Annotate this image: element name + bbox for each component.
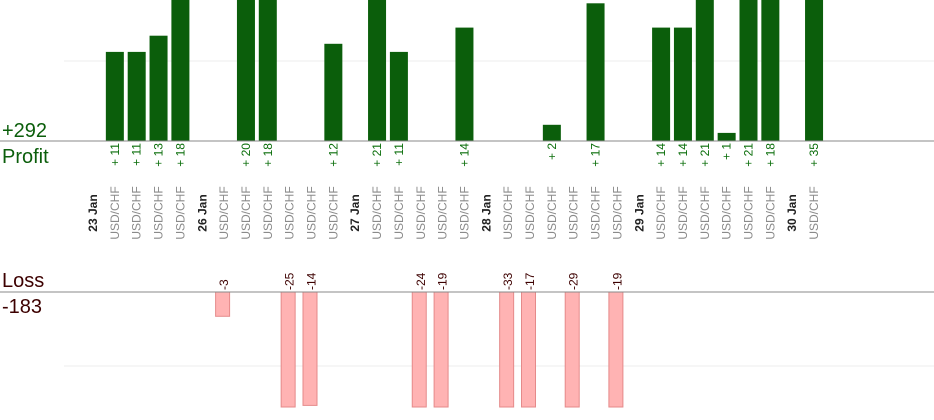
profit-value-label: + 20 [239,143,253,167]
profit-bar [586,3,605,141]
profit-value-label: + 18 [261,143,275,167]
loss-bar [564,291,580,408]
loss-total: -183 [2,296,42,318]
profit-bar [389,51,408,141]
profit-value-label: + 13 [152,143,166,167]
profit-value-label: + 14 [457,143,471,167]
labels: 23 Jan USD/CHF + 11 USD/CHF + 11 USD/CHF + 13 U… [86,143,821,290]
profit-label: Profit [2,146,49,168]
instrument-label: USD/CHF [457,186,471,239]
profit-value-label: + 1 [720,143,734,160]
profit-value-label: + 11 [130,143,144,166]
loss-value-label: -29 [567,272,581,290]
date-label: 27 Jan [348,194,362,231]
instrument-label: USD/CHF [414,186,428,239]
date-label: 30 Jan [785,194,799,231]
instrument-label: USD/CHF [720,186,734,239]
instrument-label: USD/CHF [545,186,559,239]
instrument-label: USD/CHF [326,186,340,239]
profit-value-label: + 12 [326,143,340,167]
loss-value-label: -17 [523,272,537,290]
loss-bar [608,291,624,408]
loss-bar [215,291,231,317]
profit-bar [149,35,168,142]
profit-bar [652,27,671,142]
instrument-label: USD/CHF [763,186,777,239]
date-label: 28 Jan [479,194,493,231]
loss-label: Loss [2,270,44,292]
profit-bar [105,51,124,141]
profit-bar [324,43,343,141]
profit-bar [542,124,561,141]
profit-bar [739,0,758,141]
bars [105,0,824,408]
loss-bar [499,291,515,408]
instrument-label: USD/CHF [567,186,581,239]
profit-value-label: + 35 [807,143,821,167]
loss-bar [521,291,536,408]
profit-bar [695,0,714,141]
instrument-label: USD/CHF [589,186,603,239]
instrument-label: USD/CHF [654,186,668,239]
profit-bar [673,27,692,142]
instrument-label: USD/CHF [370,186,384,239]
profit-bar [171,0,190,141]
profit-bar [717,132,736,141]
profit-value-label: + 17 [589,143,603,167]
profit-bar [455,27,474,142]
loss-bar [280,291,296,408]
profit-bar [805,0,824,141]
loss-value-label: -25 [283,272,297,290]
profit-value-label: + 2 [545,143,559,160]
instrument-label: USD/CHF [239,186,253,239]
instrument-label: USD/CHF [698,186,712,239]
instrument-label: USD/CHF [807,186,821,239]
loss-value-label: -14 [305,272,319,290]
instrument-label: USD/CHF [130,186,144,239]
profit-bar [258,0,277,141]
instrument-label: USD/CHF [305,186,319,239]
profit-value-label: + 18 [763,143,777,167]
instrument-label: USD/CHF [217,186,231,239]
instrument-label: USD/CHF [676,186,690,239]
loss-value-label: -33 [501,272,515,290]
instrument-label: USD/CHF [742,186,756,239]
loss-bar [411,291,427,408]
instrument-label: USD/CHF [108,186,122,239]
profit-value-label: + 11 [108,143,122,166]
profit-total: +292 [2,120,47,142]
instrument-label: USD/CHF [152,186,166,239]
loss-bar [302,291,318,406]
profit-value-label: + 14 [676,143,690,167]
profit-value-label: + 18 [173,143,187,167]
grid-lines [64,60,934,367]
profit-value-label: + 11 [392,143,406,166]
instrument-label: USD/CHF [283,186,297,239]
profit-value-label: + 21 [370,143,384,167]
instrument-label: USD/CHF [523,186,537,239]
profit-bar [368,0,387,141]
profit-value-label: + 14 [654,143,668,167]
instrument-label: USD/CHF [261,186,275,239]
date-label: 29 Jan [632,194,646,231]
loss-value-label: -19 [610,272,624,290]
instrument-label: USD/CHF [392,186,406,239]
profit-value-label: + 21 [698,143,712,167]
profit-value-label: + 21 [742,143,756,167]
loss-value-label: -3 [217,279,231,290]
profit-bar [761,0,780,141]
date-label: 26 Jan [195,194,209,231]
profit-bar [236,0,255,141]
loss-value-label: -24 [414,272,428,290]
profit-bar [127,51,146,141]
date-label: 23 Jan [86,194,100,231]
instrument-label: USD/CHF [501,186,515,239]
instrument-label: USD/CHF [173,186,187,239]
instrument-label: USD/CHF [436,186,450,239]
instrument-label: USD/CHF [610,186,624,239]
loss-bar [433,291,449,408]
loss-value-label: -19 [436,272,450,290]
